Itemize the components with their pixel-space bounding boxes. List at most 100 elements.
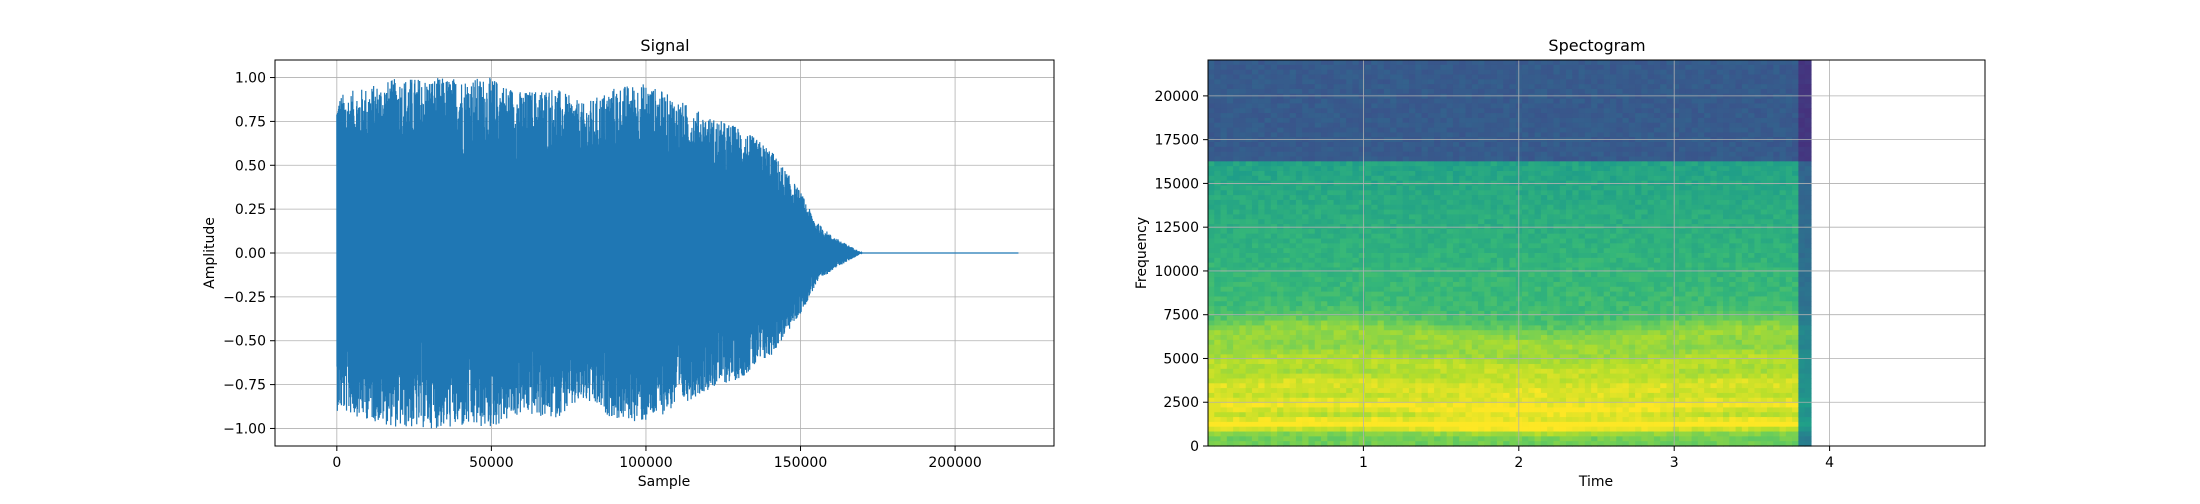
spectrogram-cell	[1547, 157, 1554, 162]
spectrogram-cell	[1265, 94, 1272, 99]
spectrogram-cell	[1340, 432, 1347, 437]
spectrogram-cell	[1340, 296, 1347, 301]
spectrogram-cell	[1378, 248, 1385, 253]
spectrogram-cell	[1478, 70, 1485, 75]
spectrogram-cell	[1553, 267, 1560, 272]
spectrogram-cell	[1327, 393, 1334, 398]
spectrogram-cell	[1585, 272, 1592, 277]
spectrogram-cell	[1459, 325, 1466, 330]
spectrogram-cell	[1541, 364, 1548, 369]
spectrogram-cell	[1384, 185, 1391, 190]
spectrogram-cell	[1403, 325, 1410, 330]
spectrogram-cell	[1283, 113, 1290, 118]
spectrogram-cell	[1547, 229, 1554, 234]
spectrogram-cell	[1459, 427, 1466, 432]
spectrogram-cell	[1283, 374, 1290, 379]
spectrogram-cell	[1572, 219, 1579, 224]
spectrogram-cell	[1271, 142, 1278, 147]
spectrogram-cell	[1296, 132, 1303, 137]
spectrogram-cell	[1547, 378, 1554, 383]
spectrogram-cell	[1409, 296, 1416, 301]
spectrogram-cell	[1315, 99, 1322, 104]
spectrogram-cell	[1227, 330, 1234, 335]
spectrogram-cell	[1541, 166, 1548, 171]
spectrogram-cell	[1528, 330, 1535, 335]
spectrogram-cell	[1371, 205, 1378, 210]
spectrogram-cell	[1491, 94, 1498, 99]
spectrogram-cell	[1579, 123, 1586, 128]
spectrogram-cell	[1390, 369, 1397, 374]
spectrogram-cell	[1227, 94, 1234, 99]
spectrogram-cell	[1491, 383, 1498, 388]
spectrogram-cell	[1566, 253, 1573, 258]
spectrogram-cell	[1321, 427, 1328, 432]
spectrogram-cell	[1560, 253, 1567, 258]
spectrogram-cell	[1528, 79, 1535, 84]
spectrogram-cell	[1390, 393, 1397, 398]
spectrogram-cell	[1290, 118, 1297, 123]
signal-xtick-label: 100000	[619, 455, 672, 471]
spectrogram-cell	[1334, 152, 1341, 157]
spectrogram-cell	[1265, 60, 1272, 65]
spectrogram-cell	[1384, 128, 1391, 133]
spectrogram-cell	[1535, 359, 1542, 364]
spectrogram-cell	[1227, 243, 1234, 248]
spectrogram-cell	[1302, 128, 1309, 133]
spectrogram-cell	[1591, 118, 1598, 123]
spectrogram-cell	[1252, 292, 1259, 297]
spectrogram-cell	[1252, 94, 1259, 99]
spectrogram-cell	[1541, 161, 1548, 166]
spectrogram-cell	[1233, 229, 1240, 234]
spectrogram-cell	[1308, 214, 1315, 219]
spectrogram-cell	[1528, 311, 1535, 316]
spectrogram-cell	[1478, 432, 1485, 437]
spectrogram-cell	[1497, 340, 1504, 345]
spectrogram-cell	[1466, 335, 1473, 340]
spectrogram-cell	[1290, 267, 1297, 272]
spectrogram-cell	[1265, 253, 1272, 258]
spectrogram-cell	[1340, 224, 1347, 229]
spectrogram-cell	[1585, 171, 1592, 176]
spectrogram-cell	[1233, 292, 1240, 297]
spectrogram-cell	[1371, 248, 1378, 253]
spectrogram-cell	[1553, 383, 1560, 388]
spectrogram-cell	[1340, 263, 1347, 268]
spectrogram-cell	[1233, 263, 1240, 268]
spectrogram-cell	[1466, 234, 1473, 239]
spectrogram-cell	[1422, 118, 1429, 123]
spectrogram-cell	[1434, 258, 1441, 263]
spectrogram-cell	[1371, 383, 1378, 388]
spectrogram-cell	[1214, 224, 1221, 229]
spectrogram-cell	[1553, 79, 1560, 84]
spectrogram-cell	[1378, 161, 1385, 166]
spectrogram-cell	[1352, 224, 1359, 229]
spectrogram-cell	[1434, 330, 1441, 335]
spectrogram-cell	[1208, 272, 1215, 277]
spectrogram-cell	[1258, 219, 1265, 224]
spectrogram-cell	[1484, 195, 1491, 200]
spectrogram-cell	[1528, 132, 1535, 137]
spectrogram-cell	[1258, 354, 1265, 359]
spectrogram-cell	[1560, 340, 1567, 345]
spectrogram-cell	[1296, 345, 1303, 350]
spectrogram-cell	[1522, 277, 1529, 282]
spectrogram-cell	[1246, 292, 1253, 297]
spectrogram-cell	[1453, 195, 1460, 200]
spectrogram-cell	[1497, 316, 1504, 321]
spectrogram-cell	[1214, 210, 1221, 215]
spectrogram-cell	[1371, 243, 1378, 248]
spectrogram-cell	[1390, 79, 1397, 84]
spectrogram-cell	[1459, 345, 1466, 350]
spectrogram-cell	[1572, 316, 1579, 321]
spectrogram-cell	[1560, 166, 1567, 171]
spectrogram-cell	[1296, 205, 1303, 210]
spectrogram-cell	[1422, 171, 1429, 176]
spectrogram-cell	[1434, 407, 1441, 412]
spectrogram-cell	[1265, 108, 1272, 113]
spectrogram-cell	[1315, 263, 1322, 268]
spectrogram-cell	[1509, 94, 1516, 99]
spectrogram-cell	[1535, 89, 1542, 94]
spectrogram-cell	[1277, 403, 1284, 408]
spectrogram-cell	[1308, 152, 1315, 157]
spectrogram-cell	[1572, 267, 1579, 272]
